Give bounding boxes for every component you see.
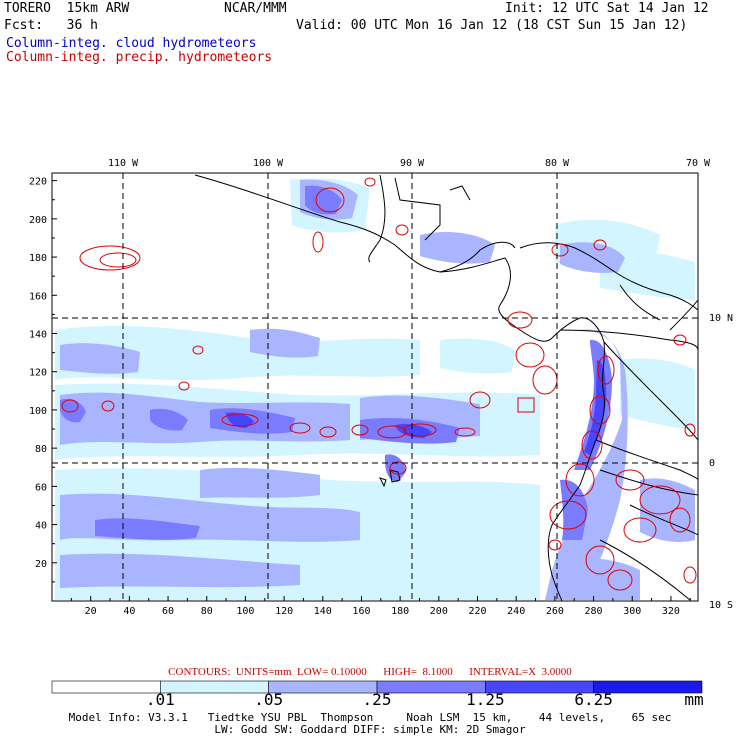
- field-label-precip: Column-integ. precip. hydrometeors: [6, 50, 273, 65]
- x-tick-label: 120: [275, 606, 293, 617]
- latitude-label: 10 S: [709, 600, 733, 611]
- colorbar-segment: [268, 680, 378, 694]
- x-tick-label: 220: [468, 606, 486, 617]
- x-tick-label: 160: [352, 606, 370, 617]
- x-tick-label: 100: [236, 606, 254, 617]
- field-label-cloud: Column-integ. cloud hydrometeors: [6, 36, 257, 51]
- colorbar-label: 6.25: [574, 690, 613, 709]
- x-tick-label: 300: [623, 606, 641, 617]
- x-tick-label: 320: [662, 606, 680, 617]
- y-tick-label: 100: [29, 406, 47, 417]
- longitude-labels: 110 W 100 W 90 W 80 W 70 W: [108, 158, 711, 177]
- y-tick-label: 200: [29, 215, 47, 226]
- y-tick-label: 180: [29, 253, 47, 264]
- init-time: Init: 12 UTC Sat 14 Jan 12: [505, 1, 709, 16]
- x-tick-label: 180: [391, 606, 409, 617]
- latitude-label: 10 N: [709, 313, 733, 324]
- x-tick-label: 140: [314, 606, 332, 617]
- y-tick-label: 140: [29, 330, 47, 341]
- colorbar-label: .25: [363, 690, 392, 709]
- x-grid-index-ticks: 20 40 60 80 100 120 140 160 180 200 220 240 260 280 30…: [70, 596, 691, 617]
- longitude-label: 90 W: [400, 158, 425, 169]
- colorbar-segment: [593, 680, 703, 694]
- lat-lon-grid: [52, 173, 698, 601]
- y-tick-label: 80: [35, 444, 47, 455]
- colorbar-label: .05: [254, 690, 283, 709]
- valid-time: Valid: 00 UTC Mon 16 Jan 12 (18 CST Sun …: [296, 18, 688, 33]
- cloud-shading-layer: [55, 178, 695, 600]
- longitude-label: 110 W: [108, 158, 139, 169]
- x-tick-label: 60: [162, 606, 174, 617]
- y-tick-label: 60: [35, 482, 47, 493]
- y-tick-label: 160: [29, 291, 47, 302]
- forecast-hour: Fcst: 36 h: [4, 18, 98, 33]
- colorbar-segment: [51, 680, 161, 694]
- x-tick-label: 280: [585, 606, 603, 617]
- y-tick-label: 20: [35, 559, 47, 570]
- x-tick-label: 240: [507, 606, 525, 617]
- y-tick-label: 220: [29, 177, 47, 188]
- x-tick-label: 200: [430, 606, 448, 617]
- longitude-label: 80 W: [545, 158, 570, 169]
- organization: NCAR/MMM: [224, 1, 287, 16]
- model-title: TORERO 15km ARW: [4, 1, 130, 16]
- y-grid-index-ticks: 20 40 60 80 100 120 140 160 180 200 220: [29, 177, 57, 583]
- colorbar-segment: [160, 680, 269, 694]
- x-tick-label: 260: [546, 606, 564, 617]
- precip-contours-layer: [61, 177, 697, 591]
- colorbar-label: .01: [146, 690, 175, 709]
- colorbar-unit: mm: [684, 690, 703, 709]
- model-info-line1: Model Info: V3.3.1 Tiedtke YSU PBL Thomp…: [68, 711, 672, 724]
- x-tick-label: 20: [85, 606, 97, 617]
- latitude-labels: 10 N 0 10 S: [709, 313, 733, 611]
- x-tick-label: 80: [201, 606, 213, 617]
- latitude-label: 0: [709, 458, 715, 469]
- plot-frame: [51, 172, 699, 602]
- x-tick-label: 40: [123, 606, 135, 617]
- colorbar-label: 1.25: [466, 690, 505, 709]
- longitude-label: 70 W: [686, 158, 711, 169]
- model-info-line2: LW: Godd SW: Goddard DIFF: simple KM: 2D…: [214, 723, 526, 736]
- y-tick-label: 40: [35, 521, 47, 532]
- contours-info: CONTOURS: UNITS=mm LOW= 0.10000 HIGH= 8.…: [168, 666, 572, 678]
- longitude-label: 100 W: [253, 158, 284, 169]
- colorbar: .01 .05 .25 1.25 6.25 mm: [51, 680, 704, 709]
- y-tick-label: 120: [29, 368, 47, 379]
